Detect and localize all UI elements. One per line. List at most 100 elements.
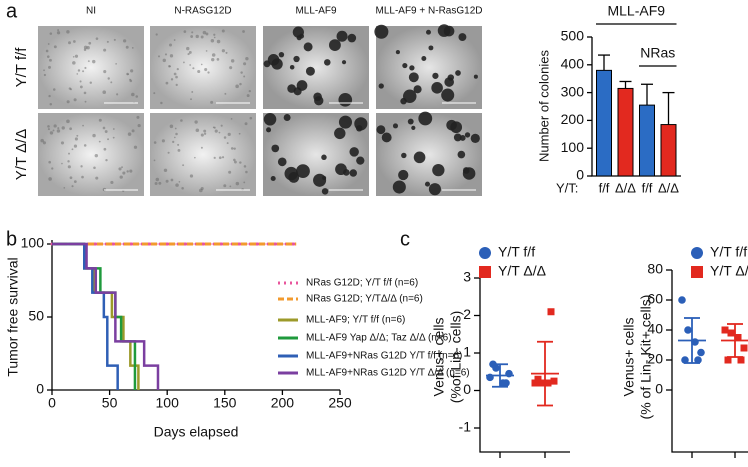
- colony: [356, 125, 363, 132]
- category-label: f/f: [599, 180, 610, 195]
- axis: [51, 240, 340, 391]
- colony: [83, 91, 87, 95]
- colony: [181, 186, 184, 190]
- colony: [49, 103, 53, 106]
- data-point: [544, 379, 552, 387]
- legend-marker: [691, 266, 703, 278]
- y-tick-label: 0: [36, 381, 44, 397]
- colony: [455, 70, 461, 76]
- colony: [45, 49, 49, 53]
- colony: [288, 172, 300, 183]
- colony: [73, 180, 77, 184]
- colony: [84, 100, 87, 103]
- colony: [238, 132, 241, 135]
- y-axis-label: (% of Lin-,Kit+ cells): [638, 295, 654, 420]
- x-tick-label: 150: [213, 395, 237, 411]
- colony: [392, 123, 399, 129]
- colony: [103, 48, 107, 52]
- colony: [245, 56, 249, 61]
- colony: [381, 132, 392, 143]
- colony: [432, 72, 439, 79]
- colony: [67, 165, 71, 169]
- colony: [347, 33, 357, 43]
- colony: [342, 169, 350, 176]
- colony: [43, 73, 46, 77]
- colony: [115, 63, 117, 65]
- data-point: [534, 375, 542, 383]
- x-tick-label: 200: [271, 395, 295, 411]
- colony: [182, 164, 185, 167]
- colony: [126, 72, 129, 76]
- colony: [378, 83, 384, 89]
- legend-label: Y/T f/f: [710, 244, 747, 260]
- colony: [173, 39, 176, 41]
- colony: [244, 122, 248, 126]
- colony: [349, 169, 358, 177]
- colony: [376, 125, 386, 135]
- colony: [426, 29, 431, 35]
- colony: [223, 136, 227, 139]
- colony: [46, 55, 50, 58]
- colony: [127, 132, 132, 136]
- colony: [341, 60, 347, 65]
- colony: [243, 181, 246, 184]
- colony: [392, 180, 406, 194]
- legend-marker: [479, 266, 491, 278]
- colony: [167, 151, 170, 154]
- colony: [103, 70, 107, 74]
- y-tick-label: 50: [28, 308, 44, 324]
- x-axis-label: Days elapsed: [154, 424, 239, 440]
- colony: [338, 115, 353, 129]
- colony: [243, 62, 247, 66]
- colony: [296, 80, 308, 91]
- colony: [121, 166, 123, 169]
- colony: [135, 95, 139, 98]
- micrograph: [150, 113, 256, 196]
- colony: [441, 88, 455, 102]
- colony: [92, 59, 96, 64]
- colony: [229, 66, 233, 70]
- colony: [82, 124, 84, 127]
- colony: [177, 143, 180, 146]
- survival-curve: [52, 242, 140, 390]
- colony: [204, 67, 208, 72]
- colony: [83, 48, 87, 52]
- colony: [413, 151, 426, 164]
- colony: [154, 181, 158, 185]
- colony: [183, 61, 185, 64]
- legend-label: Y/T Δ/Δ: [498, 263, 546, 279]
- legend-marker: [479, 247, 491, 259]
- colony: [213, 36, 216, 39]
- colony: [303, 42, 313, 52]
- colony: [321, 154, 327, 161]
- y-tick-label: 3: [463, 269, 471, 285]
- legend-label: NRas G12D; Y/TΔ/Δ (n=6): [306, 294, 423, 305]
- colony: [458, 33, 467, 42]
- colony: [175, 83, 178, 87]
- y-tick-label: 500: [561, 28, 585, 44]
- colony: [194, 120, 198, 124]
- micrograph: [38, 26, 144, 109]
- colony: [47, 125, 50, 128]
- colony: [164, 53, 168, 56]
- colony: [47, 43, 50, 45]
- colony: [428, 183, 441, 196]
- colony: [296, 164, 310, 178]
- colony: [163, 168, 168, 173]
- legend-label: NRas G12D; Y/T f/f (n=6): [306, 278, 418, 289]
- colony: [107, 138, 110, 141]
- data-point: [537, 379, 545, 387]
- y-tick-label: 300: [561, 83, 585, 99]
- colony: [289, 64, 295, 70]
- colony: [76, 134, 79, 137]
- y-tick-label: 0: [655, 381, 663, 397]
- image-column-label: MLL-AF9 + N-RasG12D: [376, 6, 483, 17]
- category-label: Δ/Δ: [658, 180, 679, 195]
- colony: [191, 31, 194, 34]
- colony: [43, 69, 45, 72]
- colony: [52, 129, 55, 132]
- y-axis-label: (%of Lin- cells): [448, 311, 464, 404]
- colony: [200, 133, 204, 137]
- colony: [175, 75, 178, 79]
- colony: [183, 30, 187, 33]
